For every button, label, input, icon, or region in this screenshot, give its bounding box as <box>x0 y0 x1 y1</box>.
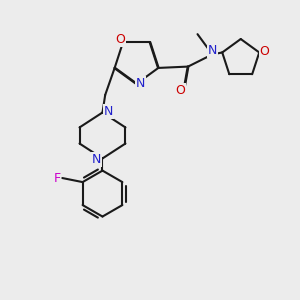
Text: F: F <box>53 172 61 184</box>
Text: O: O <box>260 45 270 58</box>
Text: O: O <box>116 33 125 46</box>
Text: O: O <box>175 84 185 98</box>
Text: N: N <box>136 77 145 90</box>
Text: N: N <box>104 105 113 118</box>
Text: N: N <box>92 153 101 166</box>
Text: N: N <box>208 44 217 57</box>
